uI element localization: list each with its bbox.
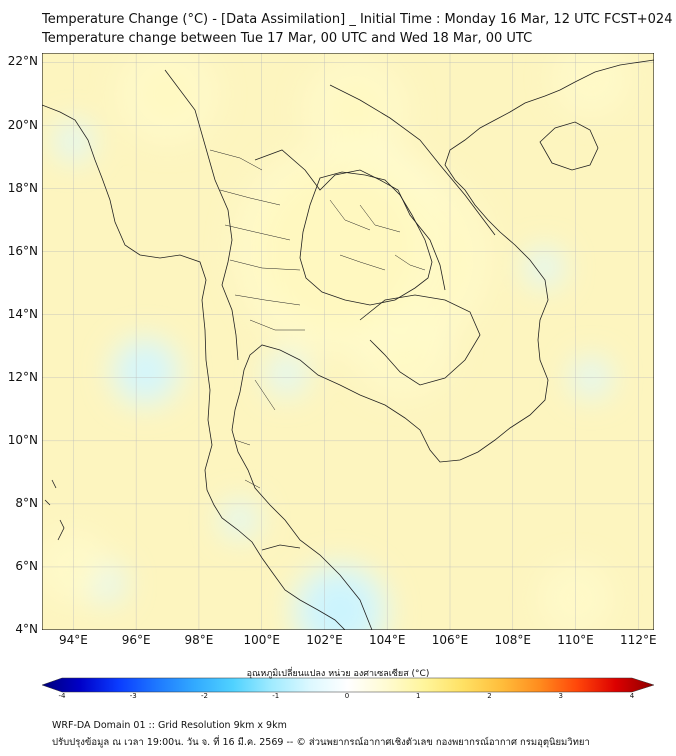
colorbar-tick: 2: [487, 692, 492, 700]
longitude-label: 110°E: [557, 633, 594, 647]
latitude-label: 10°N: [7, 432, 38, 447]
colorbar-tick: -3: [129, 692, 137, 700]
coastline-mainland: [42, 59, 654, 630]
colorbar-tick: -2: [201, 692, 208, 700]
heat-blob-gulf-of-thailand-cool: [264, 352, 309, 397]
coastlines-and-borders: [42, 59, 654, 630]
colorbar-tick: -1: [272, 692, 280, 700]
heat-blob-andaman-sea-cool: [109, 335, 182, 408]
latitude-label: 22°N: [7, 54, 38, 69]
latitude-label: 16°N: [7, 243, 38, 258]
border-myanmar-thailand: [164, 69, 239, 361]
latitude-label: 14°N: [7, 306, 38, 321]
latitude-label: 20°N: [7, 117, 38, 132]
longitude-label: 106°E: [431, 633, 469, 647]
coastline-andaman-islands: [44, 479, 65, 541]
graticule: [42, 53, 654, 630]
heat-blob-south-cool: [219, 499, 261, 541]
latitude-label: 8°N: [15, 495, 38, 510]
colorbar-tick: 3: [558, 692, 563, 700]
colorbar-tick: -4: [58, 692, 66, 700]
title-line-1: Temperature Change (°C) - [Data Assimila…: [42, 12, 673, 27]
plot-area: [42, 53, 654, 630]
colorbar-bar: [41, 677, 655, 693]
province-lines: [209, 149, 426, 489]
heat-blob-vietnam-coast-cool: [523, 246, 566, 289]
footer-line-1: WRF-DA Domain 01 :: Grid Resolution 9km …: [52, 720, 287, 731]
longitude-label: 98°E: [184, 633, 214, 647]
longitude-label: 96°E: [121, 633, 151, 647]
border-thailand-laos: [254, 149, 446, 291]
longitude-label: 112°E: [620, 633, 657, 647]
colorbar-title: อุณหภูมิเปลี่ยนแปลง หน่วย องศาเซลเซียส (…: [246, 669, 430, 679]
latitude-label: 18°N: [7, 180, 38, 195]
border-laos-vietnam: [329, 84, 496, 236]
colorbar: [41, 677, 655, 693]
border-cambodia: [359, 294, 481, 386]
colorbar-tick: 1: [416, 692, 421, 700]
longitude-label: 94°E: [58, 633, 88, 647]
heat-blob-northeast-thailand-max: [235, 144, 445, 353]
colorbar-tick: 4: [629, 692, 635, 700]
heat-blob-north-laos: [306, 60, 406, 160]
heatmap-field: [42, 53, 628, 630]
footer-line-2: ปรับปรุงข้อมูล ณ เวลา 19:00น. วัน จ. ที่…: [52, 737, 590, 748]
latitude-label: 4°N: [15, 622, 38, 636]
longitude-label: 104°E: [368, 633, 406, 647]
colorbar-tick: 0: [344, 692, 350, 700]
heat-blob-north-myanmar: [119, 53, 216, 142]
longitude-label: 102°E: [306, 633, 343, 647]
longitude-label: 100°E: [243, 633, 280, 647]
border-thailand-malaysia: [261, 544, 301, 551]
northeast-thailand-outline: [299, 171, 433, 306]
heat-blob-ne-warm: [555, 53, 628, 115]
coastline-hainan: [539, 121, 599, 171]
longitude-label: 108°E: [494, 633, 532, 647]
title-line-2: Temperature change between Tue 17 Mar, 0…: [42, 31, 533, 46]
latitude-label: 12°N: [7, 369, 38, 384]
latitude-label: 6°N: [15, 558, 38, 573]
